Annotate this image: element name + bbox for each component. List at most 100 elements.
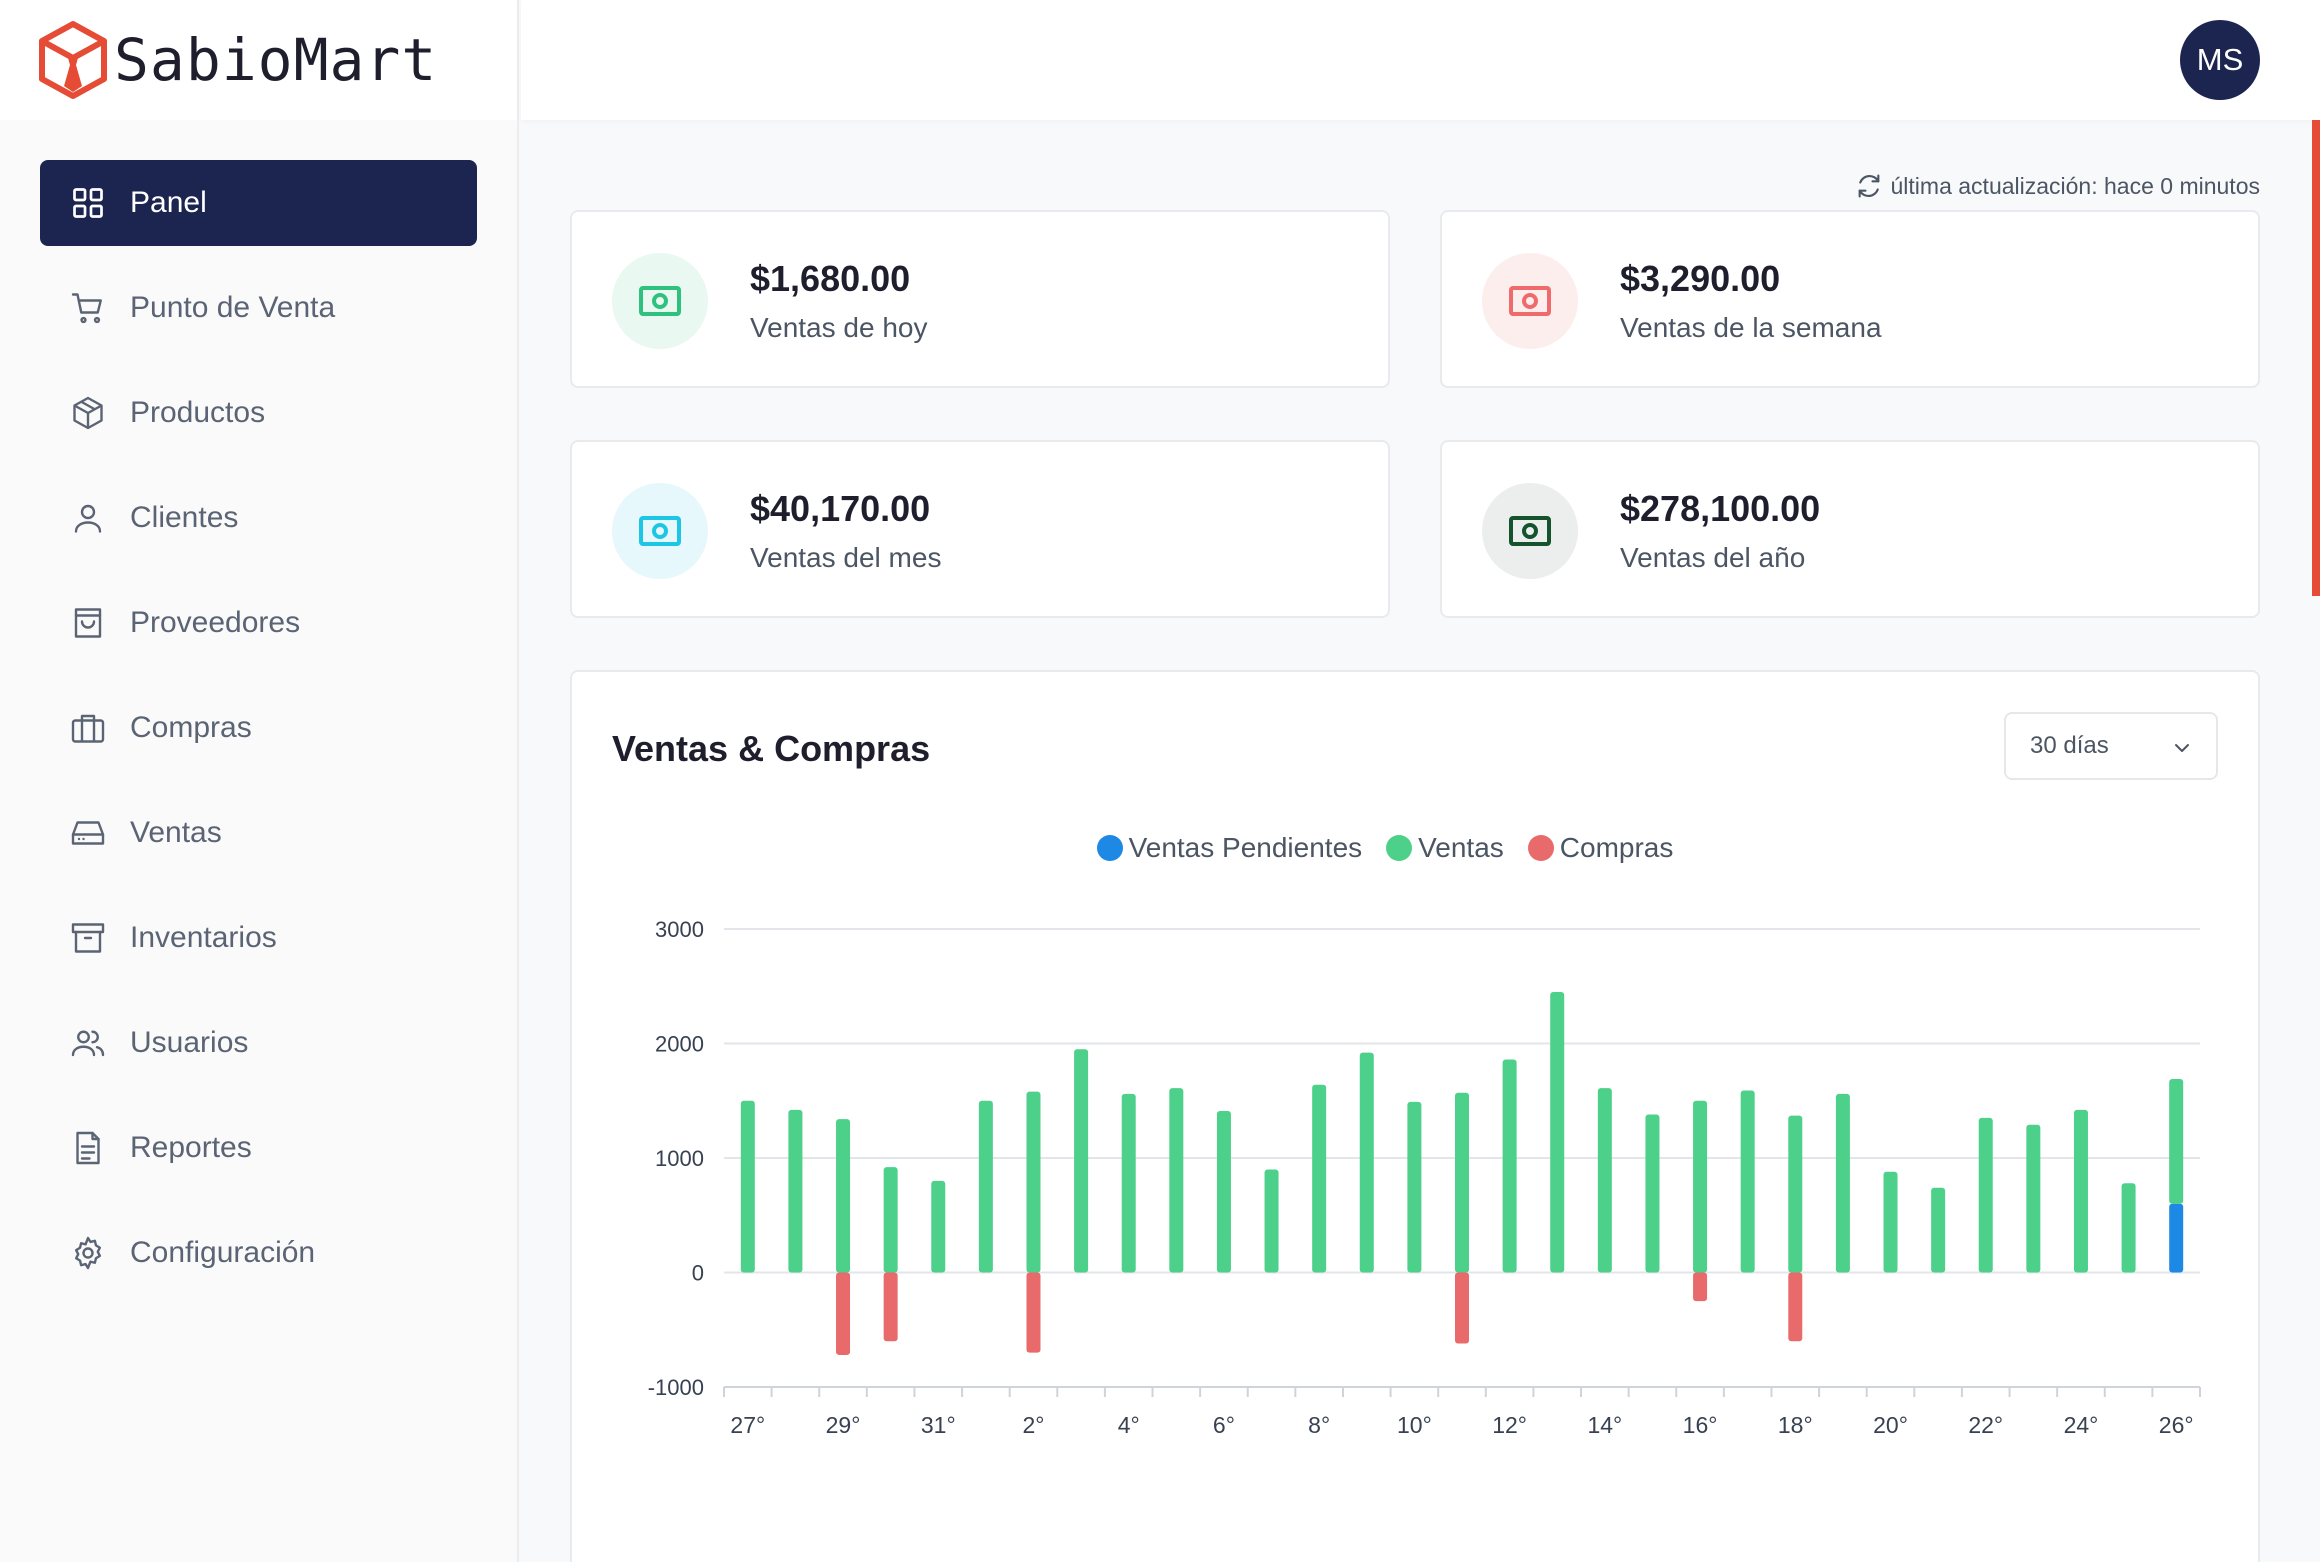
document-icon xyxy=(70,1130,106,1166)
sidebar-item-proveedores[interactable]: Proveedores xyxy=(40,580,477,666)
bar-ventas xyxy=(1502,1059,1517,1273)
legend-dot xyxy=(1096,835,1123,861)
top-header: MS xyxy=(521,0,2320,120)
bar-compras xyxy=(1788,1272,1803,1342)
legend-item-ventas[interactable]: Ventas xyxy=(1386,832,1504,864)
bar-ventas xyxy=(1407,1101,1422,1273)
sidebar: SabioMart Panel Punto de Venta Productos… xyxy=(0,0,519,1562)
archive-icon xyxy=(70,920,106,956)
sidebar-nav: Panel Punto de Venta Productos Clientes … xyxy=(0,120,517,1296)
kpi-label: Ventas de la semana xyxy=(1620,312,1882,343)
bar-ventas xyxy=(2073,1109,2088,1273)
x-tick-label: 29° xyxy=(826,1412,861,1438)
kpi-card-today: $1,680.00 Ventas de hoy xyxy=(570,210,1390,388)
sidebar-item-label: Usuarios xyxy=(130,1026,249,1059)
sidebar-item-label: Configuración xyxy=(130,1236,316,1269)
range-select[interactable]: 30 días xyxy=(2004,712,2218,780)
legend-item-ventas-pendientes[interactable]: Ventas Pendientes xyxy=(1096,832,1362,864)
money-icon xyxy=(1482,253,1578,349)
legend-item-compras[interactable]: Compras xyxy=(1527,832,1674,864)
x-tick-label: 12° xyxy=(1492,1412,1527,1438)
sidebar-item-inventarios[interactable]: Inventarios xyxy=(40,895,477,981)
sidebar-item-compras[interactable]: Compras xyxy=(40,685,477,771)
range-select-value: 30 días xyxy=(2030,732,2109,759)
sidebar-item-clientes[interactable]: Clientes xyxy=(40,475,477,561)
sidebar-item-label: Productos xyxy=(130,396,266,429)
bar-ventas xyxy=(740,1100,755,1273)
bar-ventas xyxy=(1455,1092,1469,1273)
bar-ventas xyxy=(2169,1078,2184,1204)
sidebar-item-panel[interactable]: Panel xyxy=(40,160,477,246)
bar-ventas xyxy=(1931,1187,1946,1273)
bar-chart: 3000 2000 1000 0 -1000 27° 29° 31° 2° 4° 6° 8° 10° 12… xyxy=(648,917,2201,1438)
x-tick-label: 24° xyxy=(2064,1412,2099,1438)
sidebar-item-label: Proveedores xyxy=(130,606,301,639)
x-tick-label: 16° xyxy=(1683,1412,1718,1438)
sidebar-item-label: Reportes xyxy=(130,1131,252,1164)
bar-ventas xyxy=(1216,1111,1231,1273)
sidebar-item-ventas[interactable]: Ventas xyxy=(40,790,477,876)
chevron-down-icon xyxy=(2175,744,2189,752)
bar-ventas xyxy=(1169,1088,1184,1273)
money-icon xyxy=(612,483,708,579)
user-icon xyxy=(70,500,106,536)
bar-ventas xyxy=(1978,1117,1993,1273)
bar-ventas xyxy=(1645,1114,1660,1273)
chart-legend: Ventas Pendientes Ventas Compras xyxy=(572,832,2258,864)
bar-ventas xyxy=(788,1109,803,1273)
cart-icon xyxy=(70,290,106,326)
y-tick-label: -1000 xyxy=(648,1375,704,1400)
scrollbar-thumb[interactable] xyxy=(2312,120,2320,596)
y-tick-label: 1000 xyxy=(655,1146,704,1171)
x-tick-label: 18° xyxy=(1778,1412,1813,1438)
users-icon xyxy=(70,1025,106,1061)
kpi-card-week: $3,290.00 Ventas de la semana xyxy=(1440,210,2260,388)
sidebar-item-punto-de-venta[interactable]: Punto de Venta xyxy=(40,265,477,351)
brand[interactable]: SabioMart xyxy=(0,0,517,120)
x-tick-label: 20° xyxy=(1873,1412,1908,1438)
chart-title: Ventas & Compras xyxy=(612,728,931,769)
bar-ventas xyxy=(1550,991,1565,1273)
x-tick-label: 6° xyxy=(1213,1412,1235,1438)
bar-compras xyxy=(1455,1272,1469,1344)
y-tick-label: 2000 xyxy=(655,1032,704,1057)
bar-ventas xyxy=(1359,1052,1374,1273)
bar-ventas xyxy=(1264,1169,1279,1273)
legend-label: Ventas xyxy=(1418,832,1504,863)
bar-ventas xyxy=(1693,1100,1708,1273)
drive-icon xyxy=(70,815,106,851)
avatar[interactable]: MS xyxy=(2180,20,2260,100)
kpi-label: Ventas del año xyxy=(1620,542,1806,573)
kpi-value: $1,680.00 xyxy=(750,258,911,299)
x-tick-label: 26° xyxy=(2159,1412,2194,1438)
chart-card: Ventas & Compras 30 días Ventas Pendient… xyxy=(570,670,2260,1562)
x-tick-label: 22° xyxy=(1968,1412,2003,1438)
sidebar-item-usuarios[interactable]: Usuarios xyxy=(40,1000,477,1086)
legend-dot xyxy=(1386,835,1413,861)
bag-icon xyxy=(70,605,106,641)
refresh-icon[interactable] xyxy=(1855,172,1883,200)
sidebar-item-productos[interactable]: Productos xyxy=(40,370,477,456)
bar-ventas xyxy=(2121,1183,2136,1273)
bar-compras xyxy=(1026,1272,1041,1353)
kpi-card-month: $40,170.00 Ventas del mes xyxy=(570,440,1390,618)
bar-ventas xyxy=(836,1119,851,1273)
sidebar-item-label: Inventarios xyxy=(130,921,277,954)
y-tick-label: 3000 xyxy=(655,917,704,942)
bar-ventas xyxy=(1788,1115,1803,1273)
bar-ventas xyxy=(1121,1093,1136,1273)
bar-ventas xyxy=(1074,1049,1089,1273)
bar-ventas xyxy=(978,1100,993,1273)
legend-dot xyxy=(1527,835,1554,861)
legend-label: Compras xyxy=(1559,832,1674,863)
bar-compras xyxy=(1693,1272,1708,1302)
bar-ventas xyxy=(1883,1171,1898,1273)
box-icon xyxy=(70,395,106,431)
last-update-text: última actualización: hace 0 minutos xyxy=(1890,172,2260,199)
bar-compras xyxy=(883,1272,898,1342)
sidebar-item-configuracion[interactable]: Configuración xyxy=(40,1210,477,1296)
sidebar-item-reportes[interactable]: Reportes xyxy=(40,1105,477,1191)
briefcase-icon xyxy=(70,710,106,746)
kpi-label: Ventas de hoy xyxy=(750,312,928,343)
bar-ventas xyxy=(1740,1090,1755,1273)
